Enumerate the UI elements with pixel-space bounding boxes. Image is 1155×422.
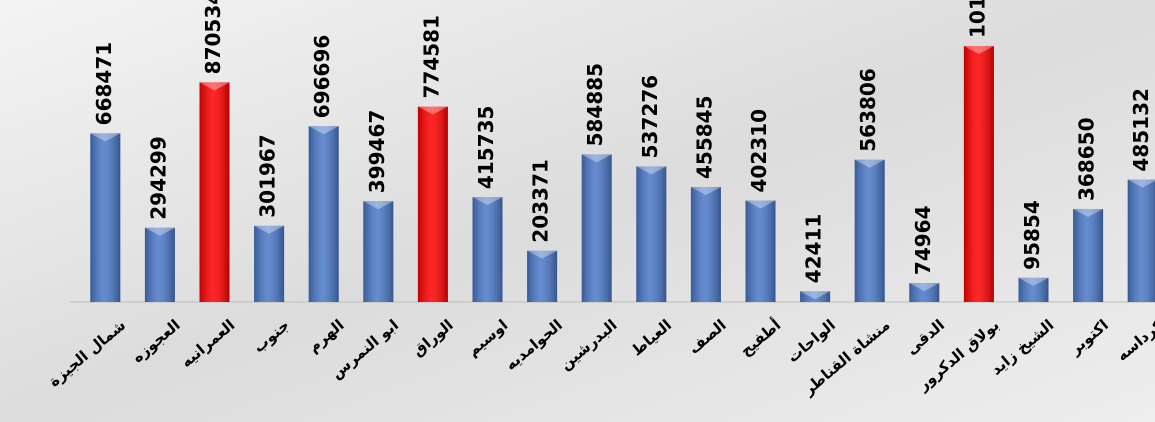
bar-shade <box>527 250 558 302</box>
value-label: 563806 <box>856 68 880 152</box>
bar-shade <box>745 200 776 302</box>
value-label: 203371 <box>529 159 553 243</box>
bar-shade <box>199 82 230 302</box>
value-label: 415735 <box>474 106 498 190</box>
bar-cap <box>199 82 230 91</box>
value-label: 584885 <box>583 63 607 147</box>
bar-cap <box>254 225 285 234</box>
value-label: 870534 <box>201 0 225 74</box>
bar-cap <box>745 200 776 209</box>
bar-shade <box>90 133 121 302</box>
value-label: 294299 <box>146 136 170 220</box>
bar-shade <box>254 225 285 302</box>
bar-cap <box>963 46 994 54</box>
bar-cap <box>144 227 175 236</box>
bar-shade <box>854 159 885 302</box>
bar-cap <box>308 126 339 135</box>
bar-shade <box>1073 208 1104 302</box>
value-label: 42411 <box>802 214 826 284</box>
value-label: 402310 <box>747 109 771 193</box>
bar-shade <box>581 154 612 302</box>
bar-shade <box>963 46 994 302</box>
bar-cap <box>581 154 612 163</box>
bar-shade <box>800 291 831 302</box>
bar-cap <box>472 197 503 206</box>
bar-cap <box>90 133 121 142</box>
value-label: 74964 <box>911 205 935 275</box>
bar-cap <box>690 186 721 195</box>
bar-cap <box>1073 208 1104 217</box>
bar-shade <box>308 126 339 302</box>
bar-shade <box>363 201 394 302</box>
bar-cap <box>800 291 831 300</box>
value-label: 668471 <box>92 42 116 126</box>
bar-shade <box>144 227 175 302</box>
bar-shade <box>1018 277 1049 302</box>
bar-cap <box>854 159 885 168</box>
bar-cap <box>527 250 558 259</box>
bar-shade <box>417 106 448 302</box>
bar-cap <box>1018 277 1049 286</box>
value-label: 301967 <box>256 134 280 218</box>
value-label: 696696 <box>310 35 334 119</box>
value-label: 485132 <box>1129 88 1153 172</box>
bar-cap <box>636 166 667 175</box>
bar-shade <box>1127 179 1155 302</box>
value-label: 774581 <box>419 15 443 99</box>
value-label: 1014537 <box>965 0 989 38</box>
bar-cap <box>417 106 448 115</box>
bar-cap <box>909 283 940 292</box>
bar-shade <box>472 197 503 302</box>
value-label: 455845 <box>692 95 716 179</box>
value-label: 399467 <box>365 110 389 194</box>
bar-shade <box>909 283 940 302</box>
bar-cap <box>363 201 394 210</box>
bar-cap <box>1127 179 1155 188</box>
bar-shade <box>636 166 667 302</box>
value-label: 368650 <box>1075 117 1099 201</box>
bar-shade <box>690 186 721 302</box>
value-label: 537276 <box>638 75 662 159</box>
value-label: 95854 <box>1020 200 1044 270</box>
